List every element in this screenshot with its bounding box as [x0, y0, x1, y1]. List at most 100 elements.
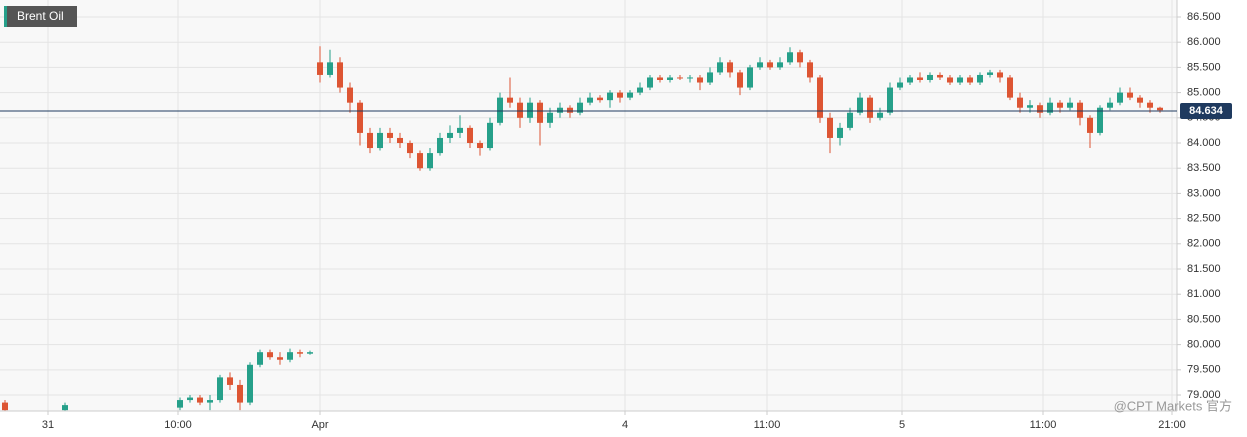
candle-body [1117, 92, 1123, 103]
candle-body [867, 97, 873, 118]
y-tick-label: 86.000 [1187, 36, 1221, 48]
candle-body [877, 112, 883, 118]
candle-body [997, 72, 1003, 78]
candle-body [247, 364, 253, 403]
candle-body [807, 62, 813, 78]
y-tick-label: 84.000 [1187, 137, 1221, 149]
candle-body [1027, 105, 1033, 108]
candle-body [317, 62, 323, 75]
candle-body [987, 72, 993, 75]
candle-body [447, 132, 453, 138]
y-tick-label: 81.000 [1187, 288, 1221, 300]
candle-body [607, 92, 613, 101]
candle-body [337, 62, 343, 88]
candle-body [277, 357, 283, 360]
candle-body [1097, 107, 1103, 133]
candle-body [527, 102, 533, 118]
candle-body [587, 97, 593, 103]
candle-body [197, 397, 203, 403]
y-tick-label: 83.500 [1187, 162, 1221, 174]
watermark: @CPT Markets 官方 [1114, 398, 1232, 413]
candle-body [327, 62, 333, 75]
x-tick-label: 31 [42, 419, 54, 431]
candle-body [577, 102, 583, 113]
candle-body [1147, 102, 1153, 108]
candle-body [957, 77, 963, 83]
candle-body [477, 142, 483, 149]
candle-body [1137, 97, 1143, 103]
y-tick-label: 82.500 [1187, 213, 1221, 225]
candle-body [707, 72, 713, 83]
y-tick-label: 85.000 [1187, 86, 1221, 98]
candle-body [187, 397, 193, 401]
candle-body [597, 97, 603, 101]
candle-body [307, 352, 313, 354]
candle-body [407, 142, 413, 154]
y-tick-label: 79.500 [1187, 364, 1221, 376]
candle-body [547, 112, 553, 123]
x-tick-label: 4 [622, 419, 628, 431]
y-tick-label: 80.000 [1187, 339, 1221, 351]
x-tick-label: 11:00 [1030, 419, 1057, 431]
candle-body [217, 377, 223, 401]
grid [0, 0, 1177, 411]
candle-body [1127, 92, 1133, 98]
candle-body [1007, 77, 1013, 98]
y-tick-label: 86.500 [1187, 11, 1221, 23]
last-price-box [1180, 103, 1232, 120]
candle-body [627, 92, 633, 98]
y-tick-label: 81.500 [1187, 263, 1221, 275]
candle-body [427, 153, 433, 169]
candle-body [207, 400, 213, 403]
candle-body [727, 62, 733, 73]
candle-body [1087, 117, 1093, 133]
candle-body [687, 77, 693, 79]
candle-body [1057, 102, 1063, 108]
candle-body [497, 97, 503, 123]
candle-body [777, 62, 783, 68]
candle-body [787, 52, 793, 63]
title-box [4, 6, 77, 27]
candle-body [387, 132, 393, 138]
candle-body [737, 72, 743, 88]
candle-body [797, 52, 803, 63]
candle-body [977, 74, 983, 83]
candle-body [657, 77, 663, 80]
candle-body [567, 107, 573, 113]
y-tick-label: 83.000 [1187, 187, 1221, 199]
candle-body [857, 97, 863, 113]
candle-body [847, 112, 853, 128]
candle-body [1017, 97, 1023, 108]
candle-body [227, 377, 233, 385]
candle-body [617, 92, 623, 98]
plot-area [0, 0, 1177, 411]
candle-body [357, 102, 363, 133]
candle-body [967, 77, 973, 83]
candle-body [237, 384, 243, 403]
candle-body [537, 102, 543, 123]
candle-body [367, 132, 373, 149]
axes: 79.000 79.500 80.000 80.500 81.000 81.500 82.0… [0, 11, 1232, 431]
candle-body [667, 77, 673, 80]
candle-body [697, 77, 703, 83]
candle-body [267, 352, 273, 358]
candle-body [897, 82, 903, 88]
candle-body [347, 87, 353, 103]
candle-body [937, 74, 943, 78]
candle-body [397, 137, 403, 143]
title-accent [4, 6, 7, 27]
candle-body [437, 137, 443, 154]
candle-body [947, 77, 953, 83]
y-tick-label: 80.500 [1187, 313, 1221, 325]
candle-body [487, 122, 493, 149]
candle-body [377, 132, 383, 149]
candle-body [1157, 107, 1163, 111]
candle-body [907, 77, 913, 83]
candle-body [2, 402, 8, 411]
candle-body [767, 62, 773, 68]
candle-body [717, 62, 723, 73]
y-tick-label: 85.500 [1187, 61, 1221, 73]
x-tick-label: 11:00 [754, 419, 781, 431]
candle-body [177, 400, 183, 408]
